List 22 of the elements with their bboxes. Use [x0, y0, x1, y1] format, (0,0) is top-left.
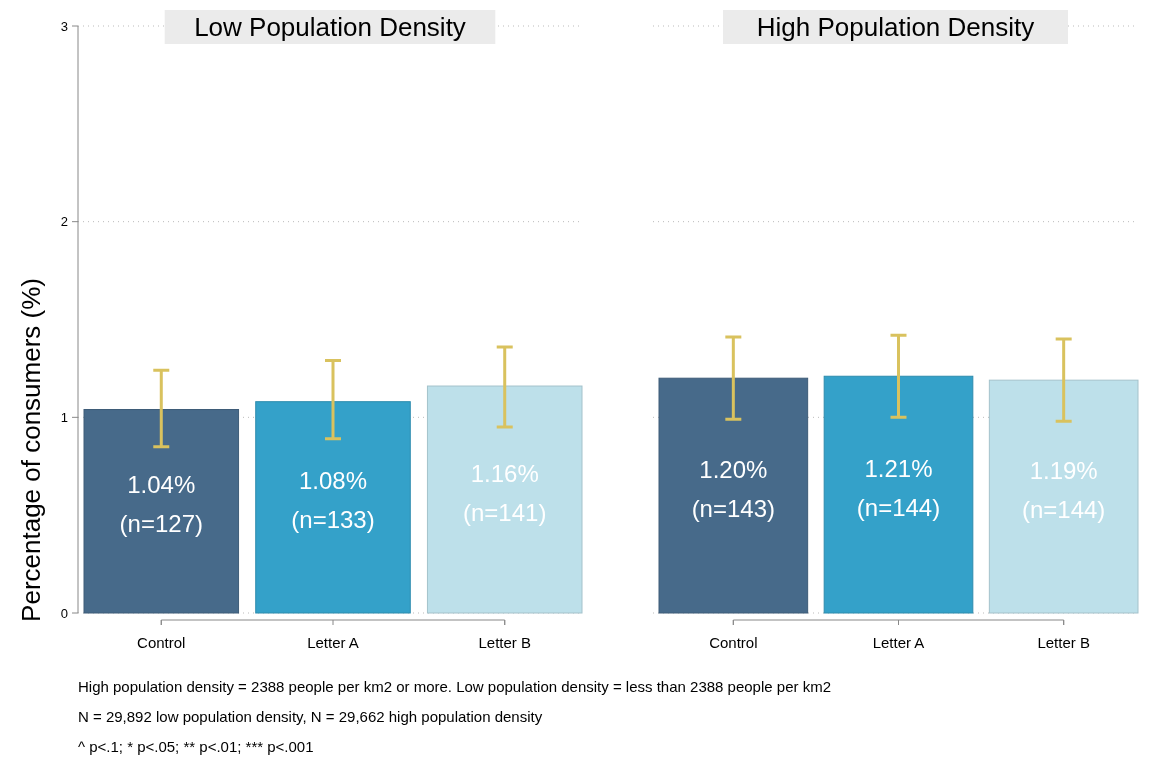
y-axis-title: Percentage of consumers (%): [16, 277, 46, 622]
data-label: 1.21% (n=144): [856, 454, 941, 521]
x-tick-label: Letter B: [1037, 634, 1090, 651]
chart-title: High Population Density: [756, 12, 1035, 42]
data-label: 1.20% (n=143): [691, 455, 776, 522]
data-label: 1.19% (n=144): [1021, 456, 1106, 523]
chart-title: Low Population Density: [194, 12, 466, 42]
text: High population density = 2388 people per km2 or more. Low population density = less than 2388 people per km2: [78, 678, 831, 695]
x-tick-label: Control: [137, 634, 186, 651]
y-tick-label: 0: [60, 605, 68, 621]
x-tick-label: Letter A: [872, 634, 925, 651]
data-label: 1.08% (n=133): [291, 467, 375, 534]
x-tick-label: Control: [709, 634, 758, 651]
x-tick-label: Letter A: [307, 634, 359, 651]
y-tick-label: 1: [60, 409, 68, 425]
text: ^ p<.1; * p<.05; ** p<.01; *** p<.001: [78, 738, 314, 755]
data-label: 1.16% (n=141): [463, 459, 547, 526]
y-tick-label: 2: [60, 214, 68, 230]
y-tick-label: 3: [60, 18, 68, 34]
data-label: 1.04% (n=127): [119, 471, 203, 538]
text: N = 29,892 low population density, N = 29,662 high population density: [78, 708, 543, 725]
x-tick-label: Letter B: [478, 634, 531, 651]
